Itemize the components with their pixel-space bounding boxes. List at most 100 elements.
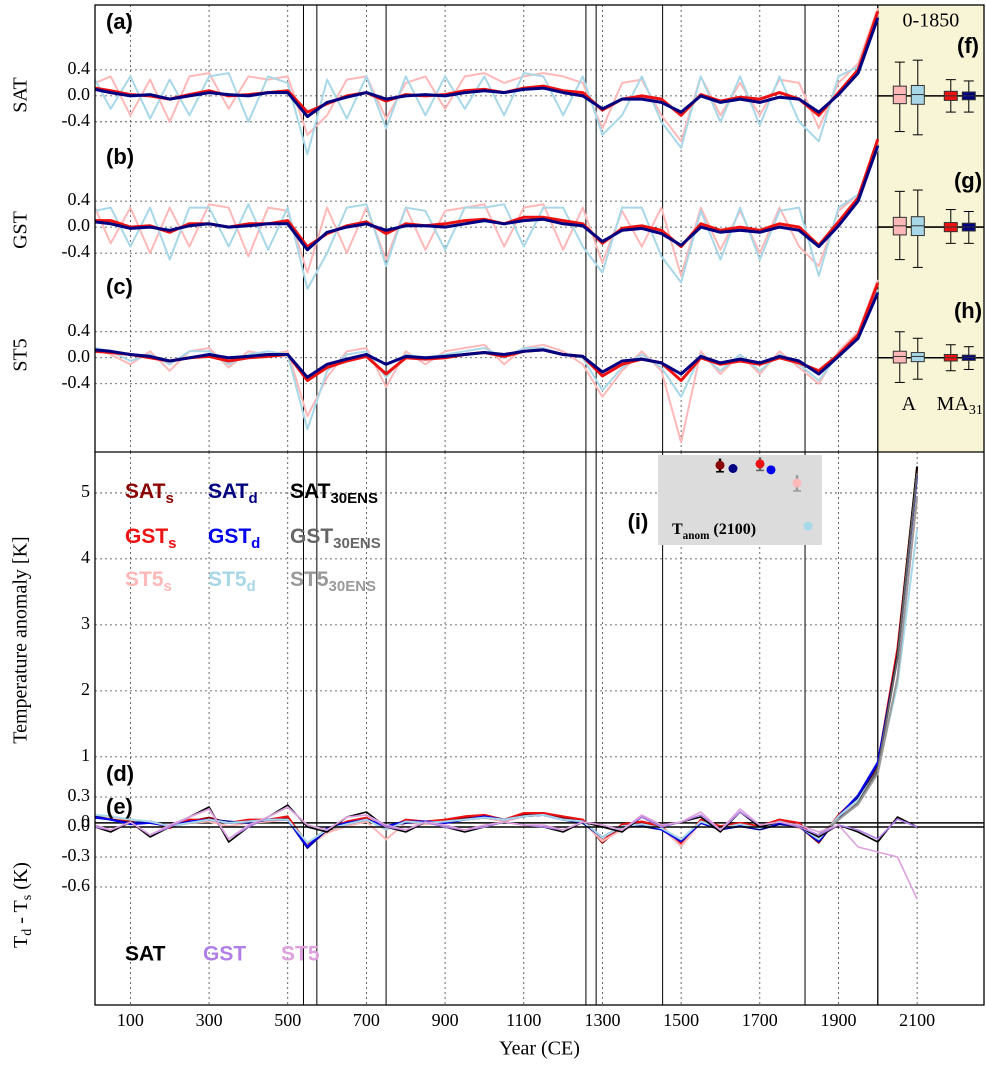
inset-point: [792, 478, 802, 488]
box-panel-label: (g): [954, 168, 982, 193]
subscript: s: [20, 895, 35, 900]
series-line: [94, 289, 879, 431]
y-tick-label: 0.4: [68, 58, 91, 78]
inset-point: [728, 463, 738, 473]
legend-name: GST: [125, 525, 168, 548]
legend-entry: GSTd: [208, 525, 260, 552]
legend-subscript: 30ENS: [330, 490, 378, 507]
panel-label: (b): [106, 144, 134, 169]
legend-entry: SAT30ENS: [290, 480, 378, 507]
x-tick-label: 2100: [899, 1010, 935, 1030]
box-group-label: MA31: [937, 393, 983, 419]
subscript: d: [20, 929, 35, 936]
legend-name: ST5: [125, 568, 164, 591]
x-tick-label: 900: [432, 1010, 459, 1030]
y-tick-label: 0: [81, 811, 90, 831]
legend-entry: GST: [203, 943, 246, 966]
legend-subscript: d: [251, 535, 260, 552]
inset-label: (i): [628, 509, 649, 534]
series-line: [818, 496, 919, 836]
panel-label: (c): [106, 274, 133, 299]
legend-entry: SATs: [125, 480, 174, 507]
x-tick-label: 1900: [820, 1010, 856, 1030]
legend-entry: GSTs: [125, 525, 177, 552]
y-tick-label: 4: [81, 547, 90, 567]
y-tick-label: 0.4: [68, 189, 91, 209]
y-axis-label: Temperature anomaly [K]: [10, 536, 32, 743]
series-line: [94, 11, 880, 117]
x-tick-label: 100: [117, 1010, 144, 1030]
legend-subscript: 30ENS: [329, 578, 377, 595]
subscript: anom: [683, 530, 710, 542]
legend-subscript: s: [168, 535, 176, 552]
series-line: [94, 499, 919, 847]
x-tick-label: 1700: [742, 1010, 778, 1030]
legend-name: SAT: [290, 480, 331, 503]
x-tick-label: 1500: [663, 1010, 699, 1030]
box: [910, 352, 925, 363]
box-panel-label: (h): [954, 298, 982, 323]
x-tick-label: 1300: [584, 1010, 620, 1030]
series-line: [94, 279, 879, 444]
series-line: [94, 148, 879, 290]
x-tick-label: 300: [196, 1010, 223, 1030]
inset-title: Tanom (2100): [672, 521, 756, 542]
legend-subscript: s: [164, 578, 172, 595]
inset-point: [755, 459, 765, 469]
legend-subscript: d: [248, 490, 257, 507]
legend-entry: ST5: [281, 943, 320, 966]
series-line: [94, 292, 880, 379]
y-tick-label: 0.0: [68, 84, 91, 104]
legend-name: ST5: [208, 568, 247, 591]
y-axis-label: Td - Ts (K): [10, 862, 36, 948]
legend-entry: GST30ENS: [290, 525, 381, 552]
subscript: 31: [969, 403, 983, 418]
x-tick-label: 500: [274, 1010, 301, 1030]
y-tick-label: -0.4: [62, 110, 91, 130]
inset-box: [658, 455, 822, 545]
legend-entry: SAT: [125, 943, 166, 966]
text-part: T: [672, 521, 683, 538]
x-tick-label: 700: [353, 1010, 380, 1030]
y-tick-label: -0.3: [62, 845, 91, 865]
box-panel-title: 0-1850: [903, 10, 960, 32]
y-axis-label: SAT: [10, 77, 32, 113]
panel-label: (a): [106, 9, 133, 34]
y-axis-label: GST: [10, 211, 32, 249]
y-tick-label: -0.4: [62, 241, 91, 261]
legend-subscript: s: [165, 490, 173, 507]
inset-point: [715, 460, 725, 470]
legend-name: SAT: [208, 480, 249, 503]
legend-name: GST: [290, 525, 333, 548]
legend-entry: SATd: [208, 480, 258, 507]
legend-subscript: d: [247, 578, 256, 595]
legend-entry: ST530ENS: [290, 568, 376, 595]
box-panel-label: (f): [957, 33, 979, 58]
y-tick-label: -0.6: [62, 875, 91, 895]
legend-name: SAT: [125, 480, 166, 503]
frame: [94, 4, 985, 1006]
y-tick-label: -0.4: [62, 372, 91, 392]
text-part: MA: [937, 393, 970, 415]
y-axis-label: ST5: [10, 338, 32, 371]
text-part: A: [902, 393, 917, 415]
y-tick-label: 5: [81, 481, 90, 501]
series-line: [94, 145, 880, 252]
text-part: (2100): [709, 521, 756, 538]
y-tick-label: 0.3: [68, 785, 91, 805]
series-line: [95, 138, 880, 249]
text-part: (K): [10, 862, 32, 895]
box-group-label: A: [902, 393, 917, 415]
panel-label: (e): [106, 794, 133, 819]
x-tick-label: 1100: [506, 1010, 541, 1030]
legend-entry: ST5d: [208, 568, 256, 595]
x-axis-label: Year (CE): [499, 1038, 580, 1060]
y-tick-label: 1: [81, 745, 90, 765]
inset-point: [803, 521, 813, 531]
text-part: T: [10, 936, 32, 948]
legend-name: ST5: [290, 568, 329, 591]
legend-subscript: 30ENS: [333, 535, 381, 552]
y-tick-label: 3: [81, 613, 90, 633]
legend-entry: ST5s: [125, 568, 172, 595]
panel-label: (d): [106, 761, 134, 786]
